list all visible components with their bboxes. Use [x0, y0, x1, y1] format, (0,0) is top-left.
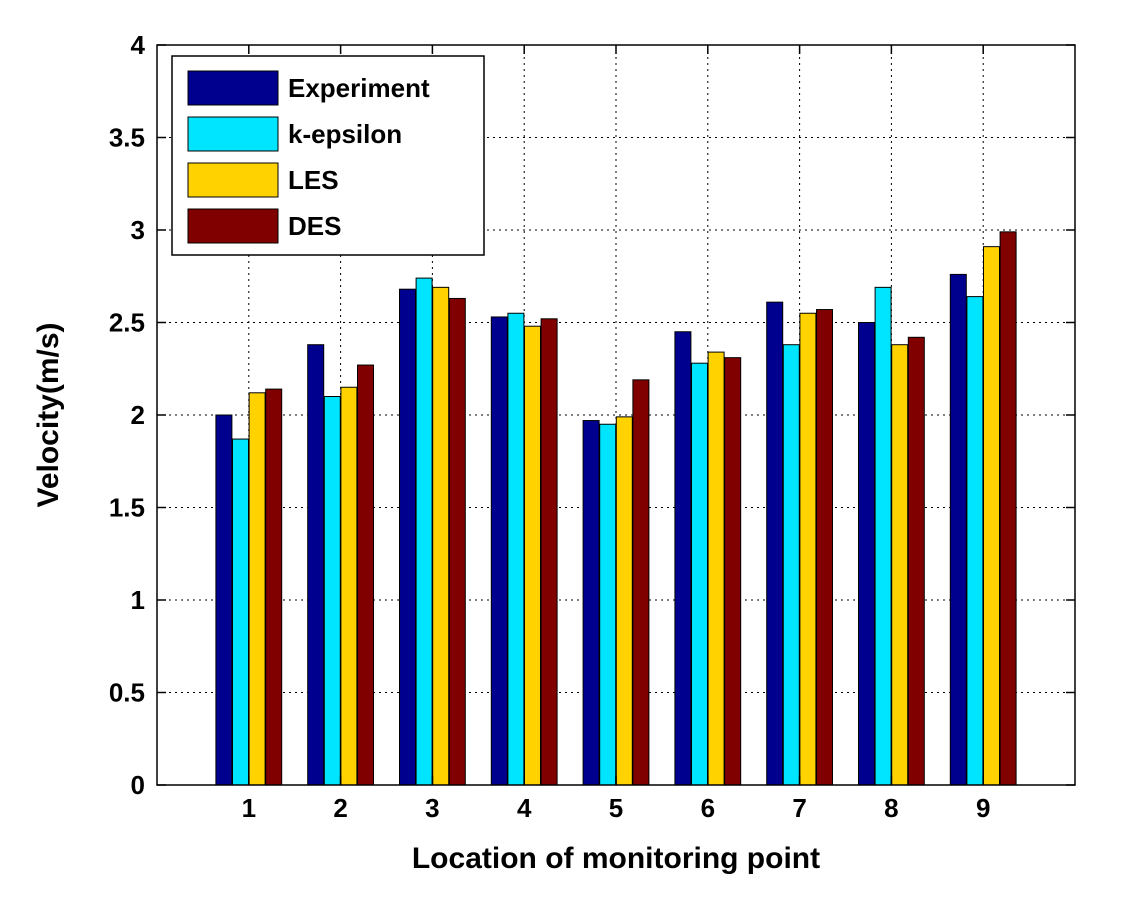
x-tick-labels: 1 2 3 4 5 6 7 8 9 [242, 793, 991, 823]
bar-des-5 [632, 379, 650, 786]
y-axis-label: Velocity(m/s) [32, 322, 65, 507]
bar-experiment-1 [215, 414, 233, 786]
bar-k-epsilon-5 [599, 423, 617, 786]
bar-experiment-6 [674, 331, 692, 786]
legend-swatch-les [187, 162, 279, 198]
bar-k-epsilon-4 [507, 312, 525, 786]
legend: Experiment k-epsilon LES DES [171, 55, 485, 256]
bar-les-6 [707, 351, 725, 786]
y-tick-label: 0 [131, 770, 145, 800]
bar-les-4 [524, 325, 541, 786]
bar-des-2 [357, 364, 374, 786]
x-tick-label: 3 [425, 793, 439, 823]
x-axis-label: Location of monitoring point [412, 842, 820, 875]
legend-label-k-epsilon: k-epsilon [288, 119, 402, 149]
bar-les-5 [615, 416, 633, 786]
y-tick-label: 2 [131, 400, 145, 430]
bar-des-6 [724, 357, 742, 786]
bar-k-epsilon-1 [232, 438, 249, 786]
bar-k-epsilon-8 [874, 286, 892, 786]
y-tick-labels: 0 0.5 1 1.5 2 2.5 3 3.5 4 [109, 30, 146, 800]
bar-des-7 [816, 309, 833, 786]
legend-label-experiment: Experiment [288, 73, 430, 103]
bars [215, 231, 1017, 786]
y-tick-label: 3.5 [109, 123, 145, 153]
bar-les-7 [799, 312, 817, 786]
bar-experiment-3 [399, 288, 416, 786]
legend-label-les: LES [288, 165, 339, 195]
bar-experiment-8 [858, 322, 875, 786]
axis-ticks [157, 44, 1075, 786]
bar-les-8 [891, 344, 909, 786]
legend-swatch-des [187, 208, 279, 244]
y-tick-label: 3 [131, 215, 145, 245]
bar-k-epsilon-7 [782, 344, 800, 786]
bar-experiment-4 [490, 316, 508, 786]
y-tick-label: 2.5 [109, 308, 145, 338]
y-tick-label: 0.5 [109, 678, 145, 708]
x-tick-label: 6 [701, 793, 715, 823]
x-tick-label: 2 [333, 793, 347, 823]
y-tick-label: 4 [131, 30, 146, 60]
bar-experiment-2 [307, 344, 325, 786]
bar-les-9 [983, 246, 1000, 786]
bar-les-3 [432, 286, 450, 786]
bar-k-epsilon-9 [966, 296, 984, 786]
bar-experiment-7 [766, 301, 784, 786]
bar-experiment-9 [949, 273, 967, 786]
x-tick-label: 5 [609, 793, 623, 823]
y-tick-label: 1.5 [109, 493, 145, 523]
bar-les-1 [248, 392, 266, 786]
x-tick-label: 1 [242, 793, 256, 823]
bar-des-8 [907, 336, 925, 786]
y-tick-label: 1 [131, 585, 145, 615]
legend-label-des: DES [288, 211, 341, 241]
bar-k-epsilon-3 [415, 277, 433, 786]
legend-swatch-experiment [187, 70, 279, 106]
bar-k-epsilon-6 [691, 362, 708, 786]
bar-des-3 [448, 297, 466, 786]
x-tick-label: 4 [517, 793, 532, 823]
bar-des-4 [540, 318, 558, 786]
legend-swatch-k-epsilon [187, 116, 279, 152]
bar-des-1 [265, 388, 283, 786]
x-tick-label: 7 [792, 793, 806, 823]
x-tick-label: 9 [976, 793, 990, 823]
bar-les-2 [340, 386, 358, 786]
bar-experiment-5 [582, 420, 600, 786]
x-tick-label: 8 [884, 793, 898, 823]
bar-k-epsilon-2 [323, 396, 341, 786]
bar-des-9 [999, 231, 1017, 786]
legend-items: Experiment k-epsilon LES DES [187, 70, 430, 244]
